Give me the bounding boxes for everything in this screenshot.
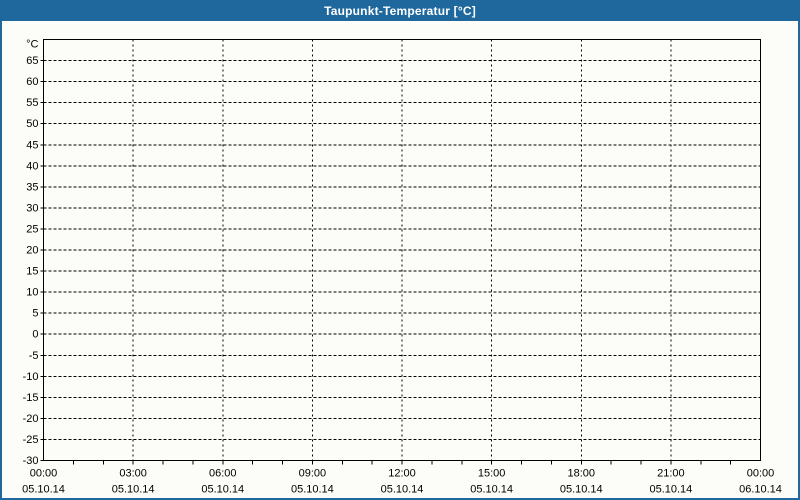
x-tick-time-label: 00:00: [747, 468, 775, 480]
y-tick-label: 30: [26, 202, 38, 214]
x-tick-date-label: 05.10.14: [291, 484, 334, 496]
plot-border: [43, 39, 761, 461]
chart-title-bar: Taupunkt-Temperatur [°C]: [0, 0, 800, 21]
y-tick-label: 55: [26, 97, 38, 109]
y-tick-label: 15: [26, 266, 38, 278]
chart-content-area: 65 60 55 50 45 40 35 30 25 20 15 10 5 0 -5 -10 -15 -20 -25…: [2, 21, 798, 498]
y-tick-label: 25: [26, 223, 38, 235]
x-tick-date-label: 05.10.14: [381, 484, 424, 496]
x-tick-time-label: 03:00: [119, 468, 147, 480]
x-tick-date-label: 05.10.14: [560, 484, 603, 496]
x-tick-time-label: 12:00: [388, 468, 416, 480]
x-tick-time-label: 21:00: [657, 468, 685, 480]
x-tick-date-label: 06.10.14: [739, 484, 782, 496]
chart-title: Taupunkt-Temperatur [°C]: [324, 3, 476, 18]
y-tick-label: -10: [23, 371, 39, 383]
x-tick-time-label: 09:00: [299, 468, 327, 480]
x-tick-time-label: 00:00: [30, 468, 58, 480]
y-tick-label: -30: [23, 455, 39, 467]
y-tick-label: 65: [26, 55, 38, 67]
y-tick-label: 40: [26, 160, 38, 172]
y-tick-label: 50: [26, 118, 38, 130]
y-tick-label: 20: [26, 245, 38, 257]
y-tick-label: -5: [29, 350, 39, 362]
x-tick-date-label: 05.10.14: [201, 484, 244, 496]
x-tick-date-label: 05.10.14: [470, 484, 513, 496]
y-axis-unit-label: °C: [26, 39, 38, 51]
x-tick-date-label: 05.10.14: [112, 484, 155, 496]
y-tick-label: 10: [26, 287, 38, 299]
x-tick-time-label: 18:00: [567, 468, 595, 480]
y-tick-label: 5: [32, 308, 38, 320]
y-tick-label: -20: [23, 413, 39, 425]
y-tick-label: -25: [23, 434, 39, 446]
x-tick-time-label: 15:00: [478, 468, 506, 480]
y-tick-label: 35: [26, 181, 38, 193]
x-tick-date-label: 05.10.14: [649, 484, 692, 496]
y-tick-label: 45: [26, 139, 38, 151]
y-tick-label: 60: [26, 76, 38, 88]
x-tick-date-label: 05.10.14: [22, 484, 65, 496]
y-tick-label: -15: [23, 392, 39, 404]
y-tick-label: 0: [32, 329, 38, 341]
x-tick-time-label: 06:00: [209, 468, 237, 480]
chart-canvas: 65605550454035302520151050-5-10-15-20-25…: [22, 39, 782, 496]
